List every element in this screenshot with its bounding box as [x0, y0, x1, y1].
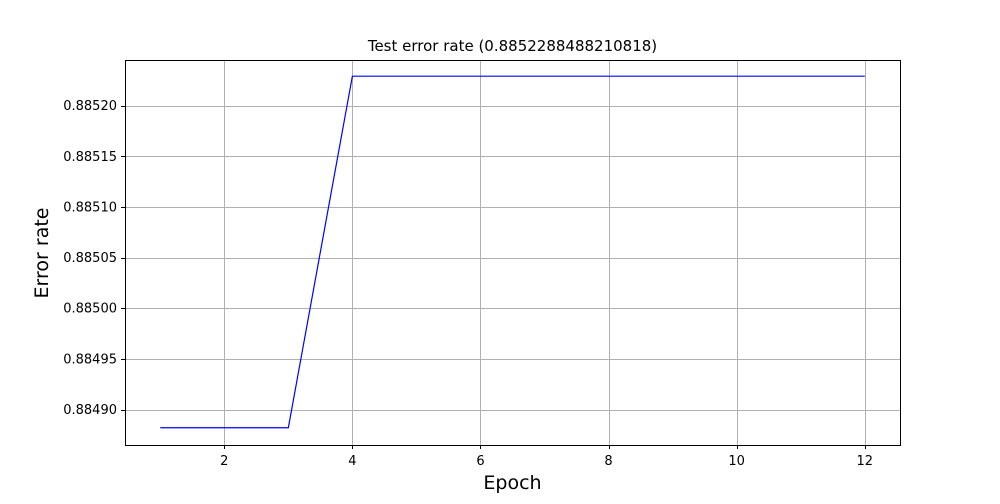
y-tick-label: 0.88510 — [63, 200, 117, 215]
y-tick-label: 0.88515 — [63, 150, 117, 165]
y-axis-title: Error rate — [31, 208, 53, 299]
y-tick-label: 0.88520 — [63, 99, 117, 114]
series-line — [160, 75, 865, 429]
series-layer — [160, 75, 865, 429]
plot-frame — [125, 60, 901, 446]
x-tick-label: 8 — [604, 454, 612, 469]
y-tick-label: 0.88500 — [63, 302, 117, 317]
x-axis-title: Epoch — [483, 472, 541, 494]
x-tick-label: 6 — [476, 454, 484, 469]
x-tick-label: 10 — [728, 454, 745, 469]
y-axis-ticks: 0.88490 0.88495 0.88500 0.88505 0.88510 0.885… — [63, 99, 125, 418]
x-tick-label: 2 — [220, 454, 228, 469]
x-tick-label: 4 — [348, 454, 356, 469]
x-tick-label: 12 — [856, 454, 873, 469]
x-axis-ticks: 2 4 6 8 10 12 — [220, 445, 873, 469]
y-tick-label: 0.88505 — [63, 251, 117, 266]
y-tick-label: 0.88490 — [63, 403, 117, 418]
chart-title: Test error rate (0.8852288488210818) — [367, 37, 657, 55]
y-tick-label: 0.88495 — [63, 352, 117, 367]
grid — [125, 60, 900, 445]
